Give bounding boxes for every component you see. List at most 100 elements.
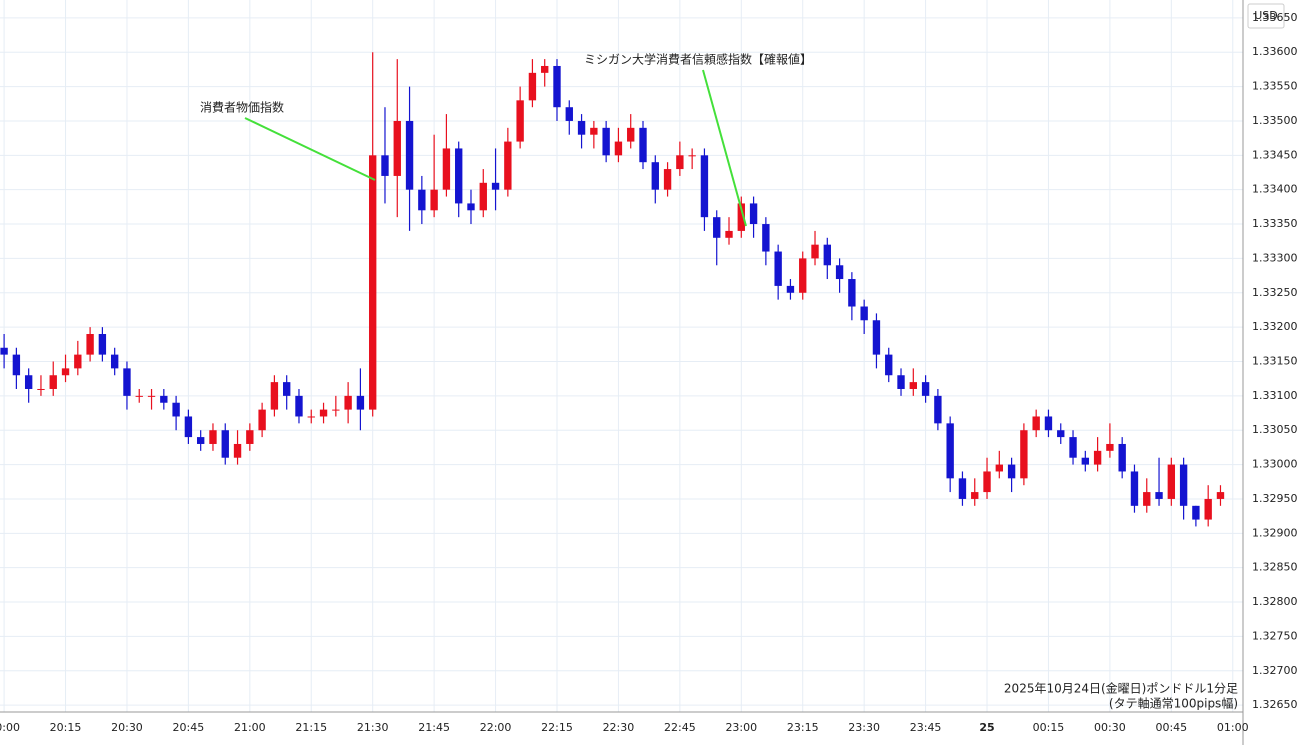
candle-body	[897, 375, 905, 389]
candle-body	[1020, 430, 1028, 479]
candle-body	[1032, 416, 1040, 431]
candle-body	[405, 120, 414, 190]
candle-body	[1167, 464, 1176, 499]
candle-body	[565, 107, 573, 121]
candle-body	[24, 375, 33, 389]
annotations: 消費者物価指数 ミシガン大学消費者信頼感指数【確報値】 2025年10月24日(金曜…	[200, 52, 1238, 711]
candle-body	[541, 65, 549, 73]
candle-body	[233, 443, 242, 458]
y-tick-label: 1.33350	[1252, 217, 1298, 230]
candle-body	[786, 285, 795, 293]
x-tick-label: 20:15	[50, 721, 82, 734]
candle-body	[1106, 443, 1114, 451]
x-tick-label: 00:45	[1155, 721, 1187, 734]
candle-body	[344, 395, 352, 410]
candle-body	[319, 409, 328, 417]
candle-body	[737, 203, 745, 231]
candle-body	[602, 127, 610, 156]
annotation-line	[244, 117, 376, 181]
candle-body	[1007, 464, 1016, 479]
x-tick-label: 22:45	[664, 721, 696, 734]
y-tick-label: 1.33450	[1252, 148, 1298, 161]
y-tick-label: 1.33100	[1252, 389, 1298, 402]
currency-label: USD	[1254, 9, 1278, 22]
x-tick-label: 21:15	[295, 721, 327, 734]
candle-body	[725, 230, 733, 238]
candle-body	[688, 155, 696, 157]
candle-body	[12, 354, 21, 376]
y-tick-label: 1.33250	[1252, 286, 1298, 299]
y-tick-label: 1.33150	[1252, 354, 1298, 367]
candle-body	[98, 334, 107, 355]
candle-body	[455, 148, 463, 204]
candle-body	[651, 162, 659, 190]
candle-body	[1044, 416, 1053, 431]
x-tick-label: 23:30	[848, 721, 880, 734]
candle-body	[381, 155, 389, 176]
candle-body	[676, 155, 684, 170]
candle-body	[356, 395, 365, 410]
x-tick-label: 21:45	[418, 721, 450, 734]
candle-body	[528, 72, 537, 101]
y-tick-label: 1.33000	[1252, 458, 1298, 471]
candle-body	[1130, 471, 1139, 506]
candle-body	[479, 182, 487, 211]
x-tick-label: 21:30	[357, 721, 389, 734]
candle-body	[1118, 443, 1126, 472]
candle-body	[61, 368, 70, 376]
y-tick-label: 1.33400	[1252, 183, 1298, 196]
annotation: 消費者物価指数	[200, 100, 284, 115]
candle-body	[430, 189, 438, 211]
candle-body	[160, 395, 168, 403]
candle-body	[1093, 450, 1102, 465]
candle-body	[700, 155, 709, 218]
candle-body	[110, 354, 119, 369]
candle-body	[504, 141, 512, 190]
candle-body	[258, 409, 266, 431]
candle-body	[1057, 430, 1065, 438]
x-tick-label: 22:15	[541, 721, 573, 734]
x-tick-label: 22:00	[480, 721, 512, 734]
candle-body	[221, 430, 229, 458]
candle-body	[885, 354, 893, 376]
candle-body	[1216, 492, 1225, 499]
candle-body	[295, 395, 303, 417]
annotation-line	[702, 69, 747, 227]
candle-body	[958, 478, 967, 499]
candle-body	[921, 382, 930, 396]
x-tick-label: 20:00	[0, 721, 20, 734]
candle-body	[983, 471, 991, 493]
x-tick-label: 00:15	[1033, 721, 1065, 734]
candle-body	[270, 382, 279, 410]
candle-body	[196, 437, 205, 444]
candle-body	[1192, 505, 1200, 520]
candle-body	[74, 354, 82, 369]
candle-body	[209, 430, 217, 444]
y-tick-label: 1.33200	[1252, 320, 1298, 333]
x-tick-label: 23:15	[787, 721, 819, 734]
candle-body	[467, 203, 475, 211]
note: (タテ軸通常100pips幅)	[1109, 696, 1238, 711]
candle-body	[1155, 492, 1163, 499]
candle-body	[860, 306, 868, 321]
candle-body	[1204, 498, 1212, 520]
candle-body	[135, 395, 143, 397]
candle-body	[516, 100, 524, 142]
candle-body	[307, 416, 315, 418]
candle-body	[835, 265, 844, 280]
y-tick-label: 1.32650	[1252, 698, 1298, 711]
candle-body	[37, 388, 45, 390]
candle-body	[123, 368, 131, 396]
candle-body	[946, 423, 954, 479]
y-tick-label: 1.32750	[1252, 629, 1298, 642]
grid	[0, 0, 1243, 712]
x-tick-label: 25	[979, 721, 994, 734]
y-tick-label: 1.33650	[1252, 11, 1298, 24]
candle-body	[577, 120, 586, 135]
candle-body	[184, 416, 193, 438]
y-tick-label: 1.32900	[1252, 526, 1298, 539]
candle-body	[971, 492, 979, 499]
